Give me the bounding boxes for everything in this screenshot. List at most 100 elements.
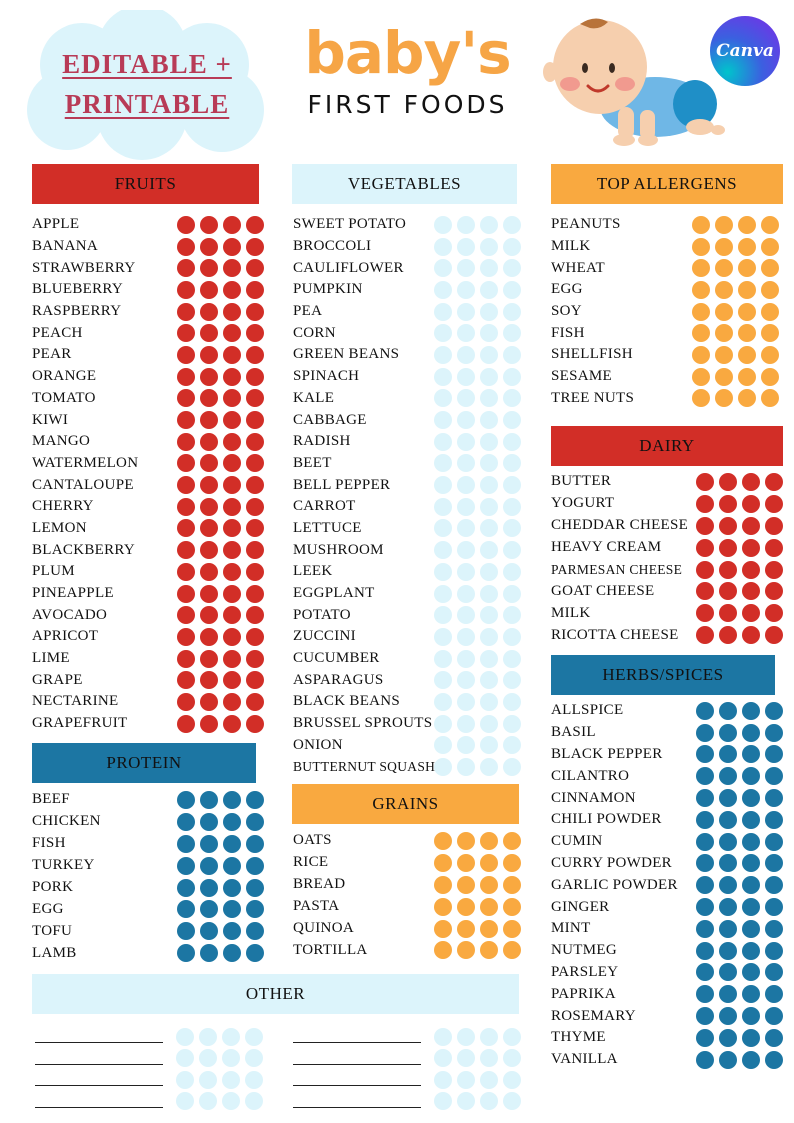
tracking-dot[interactable]	[715, 280, 733, 299]
tracking-dot[interactable]	[761, 324, 779, 343]
tracking-dot[interactable]	[503, 853, 521, 872]
tracking-dot[interactable]	[434, 497, 452, 516]
tracking-dot[interactable]	[223, 302, 241, 321]
tracking-dot[interactable]	[719, 701, 737, 720]
tracking-dot[interactable]	[480, 1092, 498, 1111]
tracking-dot[interactable]	[434, 237, 452, 256]
tracking-dot[interactable]	[738, 389, 756, 408]
tracking-dot[interactable]	[246, 606, 264, 625]
tracking-dot[interactable]	[742, 1007, 760, 1026]
tracking-dot[interactable]	[245, 1092, 263, 1111]
tracking-dot[interactable]	[742, 701, 760, 720]
tracking-dot[interactable]	[245, 1049, 263, 1068]
tracking-dot[interactable]	[480, 875, 498, 894]
tracking-dot[interactable]	[765, 494, 783, 513]
tracking-dot[interactable]	[742, 876, 760, 895]
tracking-dot[interactable]	[480, 831, 498, 850]
tracking-dot[interactable]	[223, 259, 241, 278]
tracking-dot[interactable]	[480, 1070, 498, 1089]
tracking-dot[interactable]	[480, 215, 498, 234]
tracking-dot[interactable]	[480, 345, 498, 364]
tracking-dot[interactable]	[200, 812, 218, 831]
tracking-dot[interactable]	[200, 900, 218, 919]
tracking-dot[interactable]	[457, 432, 475, 451]
tracking-dot[interactable]	[223, 856, 241, 875]
tracking-dot[interactable]	[738, 237, 756, 256]
tracking-dot[interactable]	[177, 367, 195, 386]
tracking-dot[interactable]	[457, 454, 475, 473]
tracking-dot[interactable]	[696, 985, 714, 1004]
tracking-dot[interactable]	[480, 1049, 498, 1068]
tracking-dot[interactable]	[200, 584, 218, 603]
tracking-dot[interactable]	[223, 280, 241, 299]
write-in-line[interactable]	[293, 1063, 421, 1065]
tracking-dot[interactable]	[434, 367, 452, 386]
write-in-line[interactable]	[293, 1085, 421, 1087]
tracking-dot[interactable]	[719, 723, 737, 742]
tracking-dot[interactable]	[200, 944, 218, 963]
tracking-dot[interactable]	[719, 560, 737, 579]
tracking-dot[interactable]	[177, 541, 195, 560]
tracking-dot[interactable]	[222, 1049, 240, 1068]
tracking-dot[interactable]	[696, 767, 714, 786]
tracking-dot[interactable]	[200, 367, 218, 386]
tracking-dot[interactable]	[200, 237, 218, 256]
tracking-dot[interactable]	[742, 810, 760, 829]
tracking-dot[interactable]	[765, 516, 783, 535]
tracking-dot[interactable]	[177, 280, 195, 299]
tracking-dot[interactable]	[457, 584, 475, 603]
tracking-dot[interactable]	[177, 878, 195, 897]
tracking-dot[interactable]	[742, 745, 760, 764]
tracking-dot[interactable]	[176, 1092, 194, 1111]
tracking-dot[interactable]	[742, 560, 760, 579]
tracking-dot[interactable]	[223, 237, 241, 256]
tracking-dot[interactable]	[719, 472, 737, 491]
tracking-dot[interactable]	[246, 584, 264, 603]
tracking-dot[interactable]	[765, 604, 783, 623]
tracking-dot[interactable]	[719, 626, 737, 645]
tracking-dot[interactable]	[765, 941, 783, 960]
tracking-dot[interactable]	[434, 627, 452, 646]
tracking-dot[interactable]	[503, 875, 521, 894]
tracking-dot[interactable]	[223, 476, 241, 495]
tracking-dot[interactable]	[742, 538, 760, 557]
tracking-dot[interactable]	[503, 367, 521, 386]
tracking-dot[interactable]	[761, 215, 779, 234]
tracking-dot[interactable]	[223, 411, 241, 430]
tracking-dot[interactable]	[738, 280, 756, 299]
tracking-dot[interactable]	[742, 941, 760, 960]
tracking-dot[interactable]	[503, 692, 521, 711]
tracking-dot[interactable]	[719, 789, 737, 808]
tracking-dot[interactable]	[765, 1007, 783, 1026]
tracking-dot[interactable]	[246, 812, 264, 831]
tracking-dot[interactable]	[503, 562, 521, 581]
tracking-dot[interactable]	[200, 345, 218, 364]
tracking-dot[interactable]	[434, 853, 452, 872]
tracking-dot[interactable]	[692, 389, 710, 408]
tracking-dot[interactable]	[177, 606, 195, 625]
write-in-line[interactable]	[35, 1106, 163, 1108]
tracking-dot[interactable]	[696, 963, 714, 982]
tracking-dot[interactable]	[177, 497, 195, 516]
tracking-dot[interactable]	[696, 626, 714, 645]
tracking-dot[interactable]	[200, 922, 218, 941]
tracking-dot[interactable]	[246, 497, 264, 516]
tracking-dot[interactable]	[223, 671, 241, 690]
tracking-dot[interactable]	[246, 476, 264, 495]
tracking-dot[interactable]	[480, 897, 498, 916]
tracking-dot[interactable]	[246, 790, 264, 809]
tracking-dot[interactable]	[434, 875, 452, 894]
tracking-dot[interactable]	[457, 1070, 475, 1089]
tracking-dot[interactable]	[200, 627, 218, 646]
tracking-dot[interactable]	[765, 898, 783, 917]
tracking-dot[interactable]	[480, 919, 498, 938]
tracking-dot[interactable]	[177, 856, 195, 875]
tracking-dot[interactable]	[176, 1049, 194, 1068]
tracking-dot[interactable]	[696, 1007, 714, 1026]
tracking-dot[interactable]	[761, 367, 779, 386]
tracking-dot[interactable]	[738, 367, 756, 386]
tracking-dot[interactable]	[480, 606, 498, 625]
tracking-dot[interactable]	[200, 649, 218, 668]
tracking-dot[interactable]	[434, 1049, 452, 1068]
tracking-dot[interactable]	[457, 497, 475, 516]
